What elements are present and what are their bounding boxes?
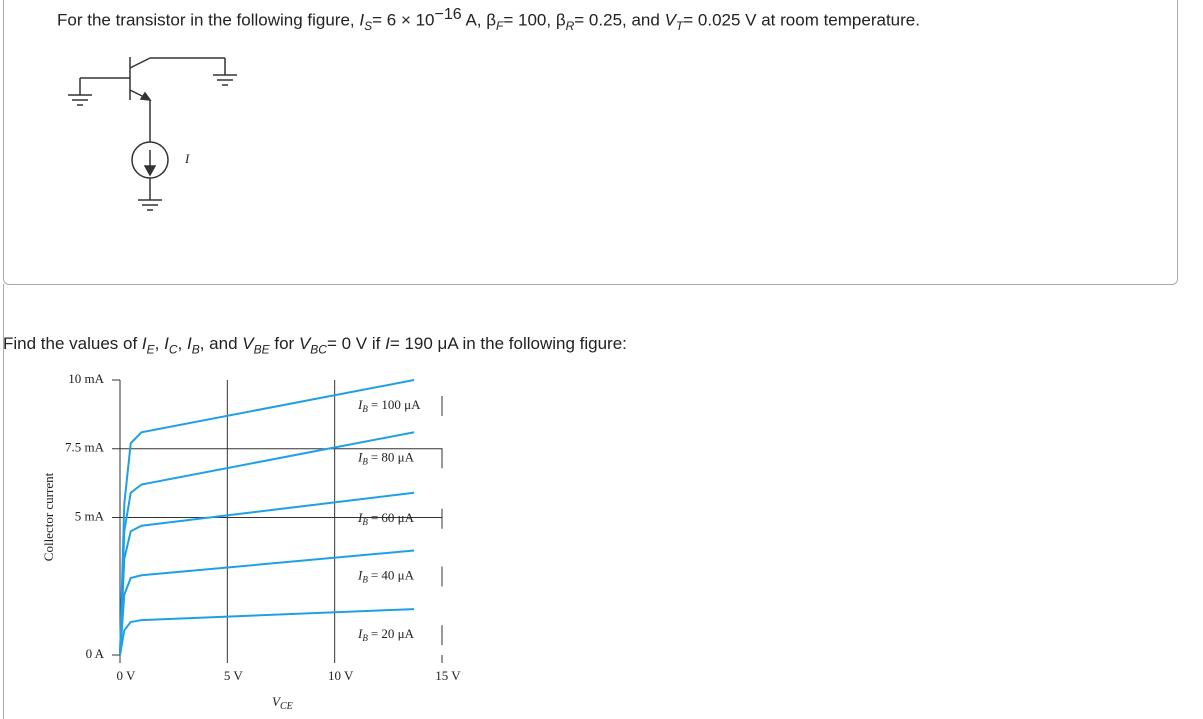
- x-tick-label: 15 V: [435, 668, 461, 683]
- text: T: [675, 19, 684, 34]
- text: A, β: [461, 10, 497, 30]
- text: I: [385, 334, 390, 353]
- curve: [119, 491, 415, 656]
- y-tick-label: 10 mA: [68, 371, 104, 386]
- text: , and: [199, 334, 243, 353]
- curve-sub: B: [362, 456, 368, 466]
- x-tick-label: 0 V: [117, 668, 137, 683]
- curve-symbol: I: [357, 626, 363, 641]
- text: For the transistor in the following figu…: [57, 10, 360, 30]
- text: = 190 μA in the following figure:: [389, 334, 627, 353]
- y-tick-label: 7.5 mA: [65, 440, 105, 455]
- text: = 0.25, and: [574, 10, 665, 30]
- text: ,: [177, 334, 187, 353]
- x-axis-title: VCE: [272, 694, 293, 712]
- curve: [119, 431, 415, 656]
- y-tick-label: 5 mA: [75, 508, 105, 523]
- text: −16: [434, 6, 462, 23]
- series-name: = 20 μA: [371, 626, 415, 641]
- text: BE: [253, 342, 270, 357]
- x-axis-symbol: V: [272, 694, 282, 709]
- text: I: [141, 334, 147, 353]
- curve-label: IB = 80 μA: [357, 449, 415, 466]
- text: I: [164, 334, 169, 353]
- curve-sub: B: [362, 404, 368, 414]
- text: I: [359, 10, 365, 30]
- text: B: [191, 342, 200, 357]
- text: V: [298, 334, 311, 353]
- text: E: [146, 342, 155, 357]
- text: S: [364, 19, 373, 34]
- text: I: [186, 334, 192, 353]
- text: = 0.025 V at room temperature.: [683, 10, 920, 30]
- text: Find the values of: [3, 334, 142, 353]
- curve-symbol: I: [357, 449, 363, 464]
- curve: [119, 549, 415, 656]
- chart: 0 A 5 mA 7.5 mA 10 mA 0 V 5 V 10 V 15 V Collecto…: [41, 371, 461, 712]
- divider: [3, 284, 4, 719]
- x-axis-sub: CE: [280, 701, 293, 712]
- source-label: I: [184, 151, 190, 166]
- curve-label: IB = 100 μA: [357, 397, 421, 414]
- curve-label: IB = 40 μA: [357, 567, 415, 584]
- text: = 100, β: [503, 10, 566, 30]
- curve-sub: B: [362, 575, 368, 585]
- curve-symbol: I: [357, 510, 363, 525]
- y-axis-title: Collector current: [41, 472, 56, 561]
- series-name: = 60 μA: [371, 510, 415, 525]
- y-tick-label: 0 A: [86, 646, 105, 661]
- curve-label: IB = 60 μA: [357, 510, 415, 527]
- curve-label: IB = 20 μA: [357, 626, 415, 643]
- series-name: = 80 μA: [371, 449, 415, 464]
- series-name: = 100 μA: [371, 397, 421, 412]
- text: F: [496, 19, 504, 34]
- series-name: = 40 μA: [371, 567, 415, 582]
- text: V: [242, 334, 254, 353]
- text: V: [664, 10, 676, 30]
- text: ,: [154, 334, 165, 353]
- x-tick-label: 5 V: [224, 668, 244, 683]
- x-tick-label: 10 V: [328, 668, 354, 683]
- circuit: I: [68, 57, 237, 211]
- text: C: [168, 342, 178, 357]
- text: for: [269, 334, 299, 353]
- text: R: [565, 19, 575, 34]
- text: BC: [310, 342, 327, 357]
- question: Find the values of IE, IC, IB, and VBE f…: [3, 334, 627, 356]
- curve-symbol: I: [357, 567, 363, 582]
- text: = 0 V if: [326, 334, 386, 353]
- curve: [119, 608, 415, 656]
- text: = 6 × 10: [372, 10, 435, 30]
- problem-box: [3, 0, 1178, 285]
- curve-sub: B: [362, 633, 368, 643]
- curve-symbol: I: [357, 397, 363, 412]
- intro: For the transistor in the following figu…: [57, 6, 920, 33]
- curve-sub: B: [362, 517, 368, 527]
